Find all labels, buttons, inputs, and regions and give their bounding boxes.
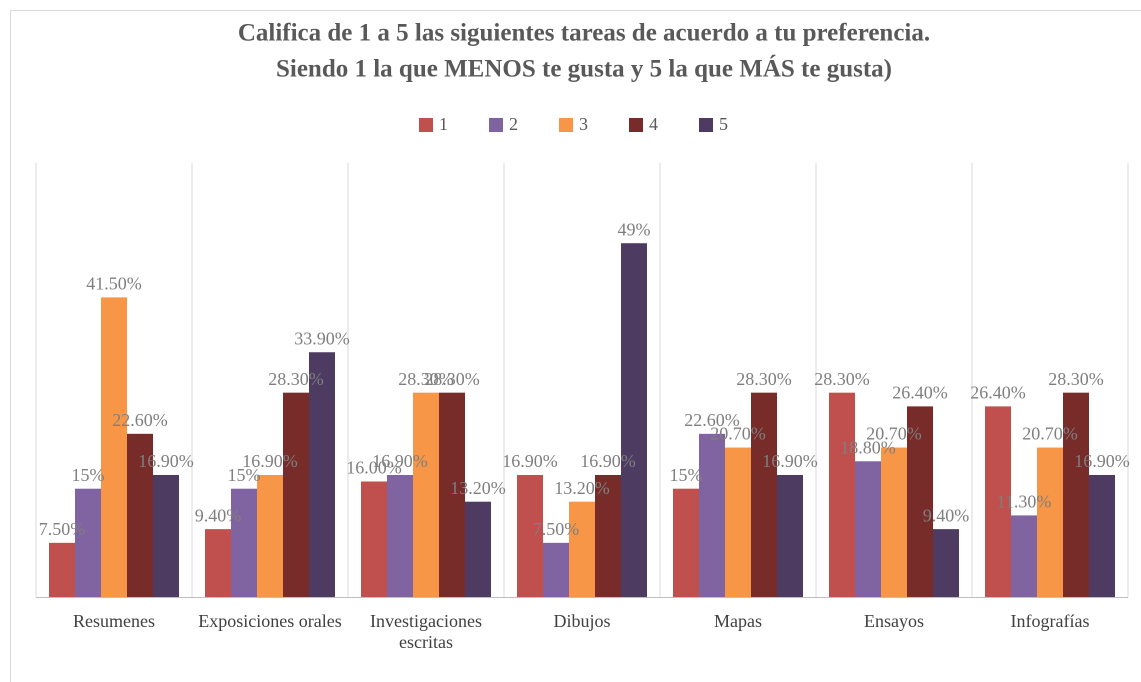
bar — [621, 243, 647, 597]
data-label: 28.30% — [424, 369, 480, 389]
legend-label: 1 — [439, 114, 448, 134]
data-label: 20.70% — [710, 424, 766, 444]
bar — [257, 474, 283, 597]
bar — [127, 433, 153, 597]
bar — [933, 529, 959, 597]
bar — [465, 501, 491, 597]
bar — [101, 297, 127, 597]
data-label: 13.20% — [554, 478, 610, 498]
legend-swatch — [699, 118, 713, 132]
bar — [1063, 392, 1089, 597]
bar — [283, 392, 309, 597]
data-label: 18.80% — [840, 437, 896, 457]
data-label: 9.40% — [195, 505, 242, 525]
data-label: 15% — [72, 465, 105, 485]
data-label: 28.30% — [814, 369, 870, 389]
x-tick-label: Ensayos — [864, 611, 924, 631]
data-label: 28.30% — [736, 369, 792, 389]
data-label: 26.40% — [892, 383, 948, 403]
data-label: 49% — [618, 219, 651, 239]
data-label: 15% — [670, 465, 703, 485]
data-label: 16.90% — [580, 451, 636, 471]
data-label: 16.00% — [346, 458, 402, 478]
bar — [75, 488, 101, 597]
legend-swatch — [489, 118, 503, 132]
bar — [751, 392, 777, 597]
bar — [985, 406, 1011, 597]
data-label: 9.40% — [923, 505, 970, 525]
x-tick-label: Exposiciones orales — [198, 611, 342, 631]
legend-swatch — [419, 118, 433, 132]
bar — [699, 433, 725, 597]
x-tick-label: Infografías — [1010, 611, 1090, 631]
data-label: 28.30% — [398, 369, 454, 389]
x-tick-label: Investigaciones escritas — [370, 611, 482, 652]
legend-label: 2 — [509, 114, 518, 134]
data-label: 13.20% — [450, 478, 506, 498]
x-tick-label: Dibujos — [553, 611, 611, 631]
bar — [1089, 474, 1115, 597]
bar — [309, 352, 335, 597]
bar — [231, 488, 257, 597]
bar — [673, 488, 699, 597]
data-label: 41.50% — [86, 273, 142, 293]
data-label: 16.90% — [502, 451, 558, 471]
legend-label: 3 — [579, 114, 588, 134]
chart-title: Califica de 1 a 5 las siguientes tareas … — [238, 20, 930, 47]
bar — [569, 501, 595, 597]
data-label: 22.60% — [684, 410, 740, 430]
data-label: 11.30% — [997, 492, 1052, 512]
bar — [829, 392, 855, 597]
bar — [49, 542, 75, 597]
data-label: 7.50% — [39, 519, 86, 539]
bar — [439, 392, 465, 597]
data-label: 33.90% — [294, 328, 350, 348]
data-label: 15% — [228, 465, 261, 485]
bar — [517, 474, 543, 597]
bar — [881, 447, 907, 597]
chart-border — [10, 10, 1141, 682]
data-label: 22.60% — [112, 410, 168, 430]
legend-label: 4 — [649, 114, 658, 134]
data-label: 7.50% — [533, 519, 580, 539]
bar — [725, 447, 751, 597]
legend-swatch — [629, 118, 643, 132]
bar — [361, 481, 387, 597]
bar — [387, 474, 413, 597]
bar — [153, 474, 179, 597]
data-label: 28.30% — [1048, 369, 1104, 389]
data-label: 16.90% — [372, 451, 428, 471]
bar — [855, 461, 881, 597]
bar — [413, 392, 439, 597]
data-label: 26.40% — [970, 383, 1026, 403]
x-tick-label: Mapas — [714, 611, 762, 631]
data-label: 16.90% — [1074, 451, 1130, 471]
bar — [205, 529, 231, 597]
data-label: 16.90% — [138, 451, 194, 471]
bar — [595, 474, 621, 597]
legend-swatch — [559, 118, 573, 132]
data-label: 16.90% — [242, 451, 298, 471]
bar — [543, 542, 569, 597]
bar — [1037, 447, 1063, 597]
bar — [1011, 515, 1037, 597]
data-label: 20.70% — [866, 424, 922, 444]
legend-label: 5 — [719, 114, 728, 134]
data-label: 20.70% — [1022, 424, 1078, 444]
bar — [777, 474, 803, 597]
chart-title: Siendo 1 la que MENOS te gusta y 5 la qu… — [276, 55, 892, 83]
bar — [907, 406, 933, 597]
x-tick-label: Resumenes — [73, 611, 155, 631]
data-label: 28.30% — [268, 369, 324, 389]
data-label: 16.90% — [762, 451, 818, 471]
